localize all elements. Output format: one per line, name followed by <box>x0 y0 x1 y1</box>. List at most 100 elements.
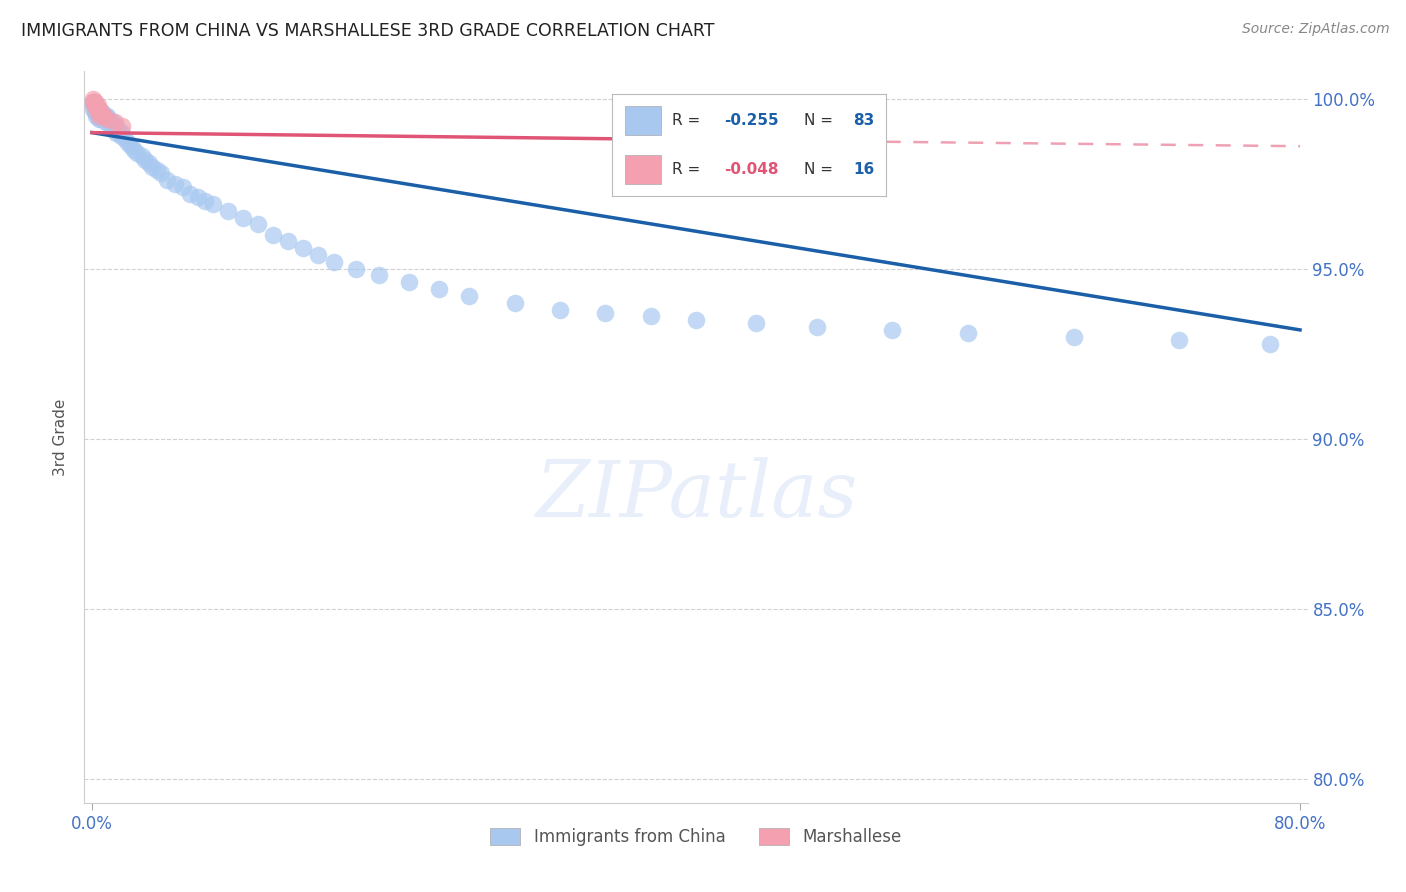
Point <box>103 115 125 129</box>
Point <box>89 109 111 123</box>
Point <box>146 163 169 178</box>
Point <box>685 312 707 326</box>
Point <box>1258 336 1281 351</box>
Point <box>89 105 111 120</box>
Point <box>503 295 526 310</box>
Point <box>93 109 115 123</box>
Point <box>84 105 107 120</box>
Point <box>87 102 110 116</box>
Point <box>91 109 114 123</box>
Point <box>87 105 110 120</box>
Text: IMMIGRANTS FROM CHINA VS MARSHALLESE 3RD GRADE CORRELATION CHART: IMMIGRANTS FROM CHINA VS MARSHALLESE 3RD… <box>21 22 714 40</box>
Point <box>90 109 112 123</box>
Legend: Immigrants from China, Marshallese: Immigrants from China, Marshallese <box>484 822 908 853</box>
Point <box>262 227 284 242</box>
Point <box>187 190 209 204</box>
Point <box>122 143 145 157</box>
Y-axis label: 3rd Grade: 3rd Grade <box>53 399 69 475</box>
Point <box>1168 333 1191 347</box>
Point <box>138 156 160 170</box>
Point <box>97 112 120 126</box>
Point <box>103 119 125 133</box>
Point <box>398 275 420 289</box>
Point <box>114 132 136 146</box>
Point <box>427 282 450 296</box>
Point <box>322 255 344 269</box>
Text: R =: R = <box>672 112 704 128</box>
Point <box>277 235 299 249</box>
Point <box>131 149 153 163</box>
Point <box>90 105 112 120</box>
Point <box>127 146 149 161</box>
Point <box>110 128 132 143</box>
Point <box>86 98 108 112</box>
Point <box>94 109 117 123</box>
Point <box>201 197 224 211</box>
Point <box>82 98 104 112</box>
Point <box>956 326 979 341</box>
Point <box>105 126 128 140</box>
Point <box>89 105 111 120</box>
Point <box>91 112 114 126</box>
Point <box>179 186 201 201</box>
Point <box>344 261 367 276</box>
Point <box>91 105 114 120</box>
Point <box>101 115 124 129</box>
Point <box>745 316 768 330</box>
Point <box>111 126 134 140</box>
Point <box>82 102 104 116</box>
Point <box>84 98 107 112</box>
FancyBboxPatch shape <box>626 155 661 184</box>
Point <box>150 166 173 180</box>
Point <box>141 160 163 174</box>
Point <box>194 194 217 208</box>
Point <box>458 289 481 303</box>
Text: R =: R = <box>672 162 704 178</box>
Text: 16: 16 <box>853 162 875 178</box>
Point <box>108 126 131 140</box>
Point <box>292 241 315 255</box>
Text: 83: 83 <box>853 112 875 128</box>
Point <box>217 203 239 218</box>
Point <box>90 112 112 126</box>
Point <box>111 119 134 133</box>
Point <box>806 319 828 334</box>
Point <box>89 102 111 116</box>
Point <box>96 112 118 126</box>
Point <box>100 119 122 133</box>
Point <box>93 109 115 123</box>
Point <box>84 95 107 109</box>
Point <box>96 115 118 129</box>
Point <box>87 109 110 123</box>
Point <box>156 173 179 187</box>
Point <box>134 153 156 167</box>
Point <box>87 102 110 116</box>
Point <box>89 109 111 123</box>
Point <box>640 310 662 324</box>
Point <box>120 139 142 153</box>
Text: N =: N = <box>804 112 838 128</box>
Point <box>98 115 121 129</box>
Point <box>1063 329 1085 343</box>
Text: N =: N = <box>804 162 838 178</box>
Point <box>548 302 571 317</box>
Point <box>89 112 111 126</box>
Point <box>93 112 115 126</box>
Text: -0.255: -0.255 <box>724 112 779 128</box>
Point <box>86 102 108 116</box>
Point <box>96 109 118 123</box>
Point <box>882 323 904 337</box>
Point <box>90 105 112 120</box>
Point <box>84 98 107 112</box>
Point <box>655 177 678 191</box>
Point <box>107 122 129 136</box>
Point <box>86 98 108 112</box>
Point <box>84 102 107 116</box>
Text: -0.048: -0.048 <box>724 162 779 178</box>
Point <box>307 248 329 262</box>
Point <box>87 98 110 112</box>
Point <box>82 92 104 106</box>
FancyBboxPatch shape <box>626 106 661 135</box>
Point <box>367 268 389 283</box>
Point <box>84 95 107 109</box>
